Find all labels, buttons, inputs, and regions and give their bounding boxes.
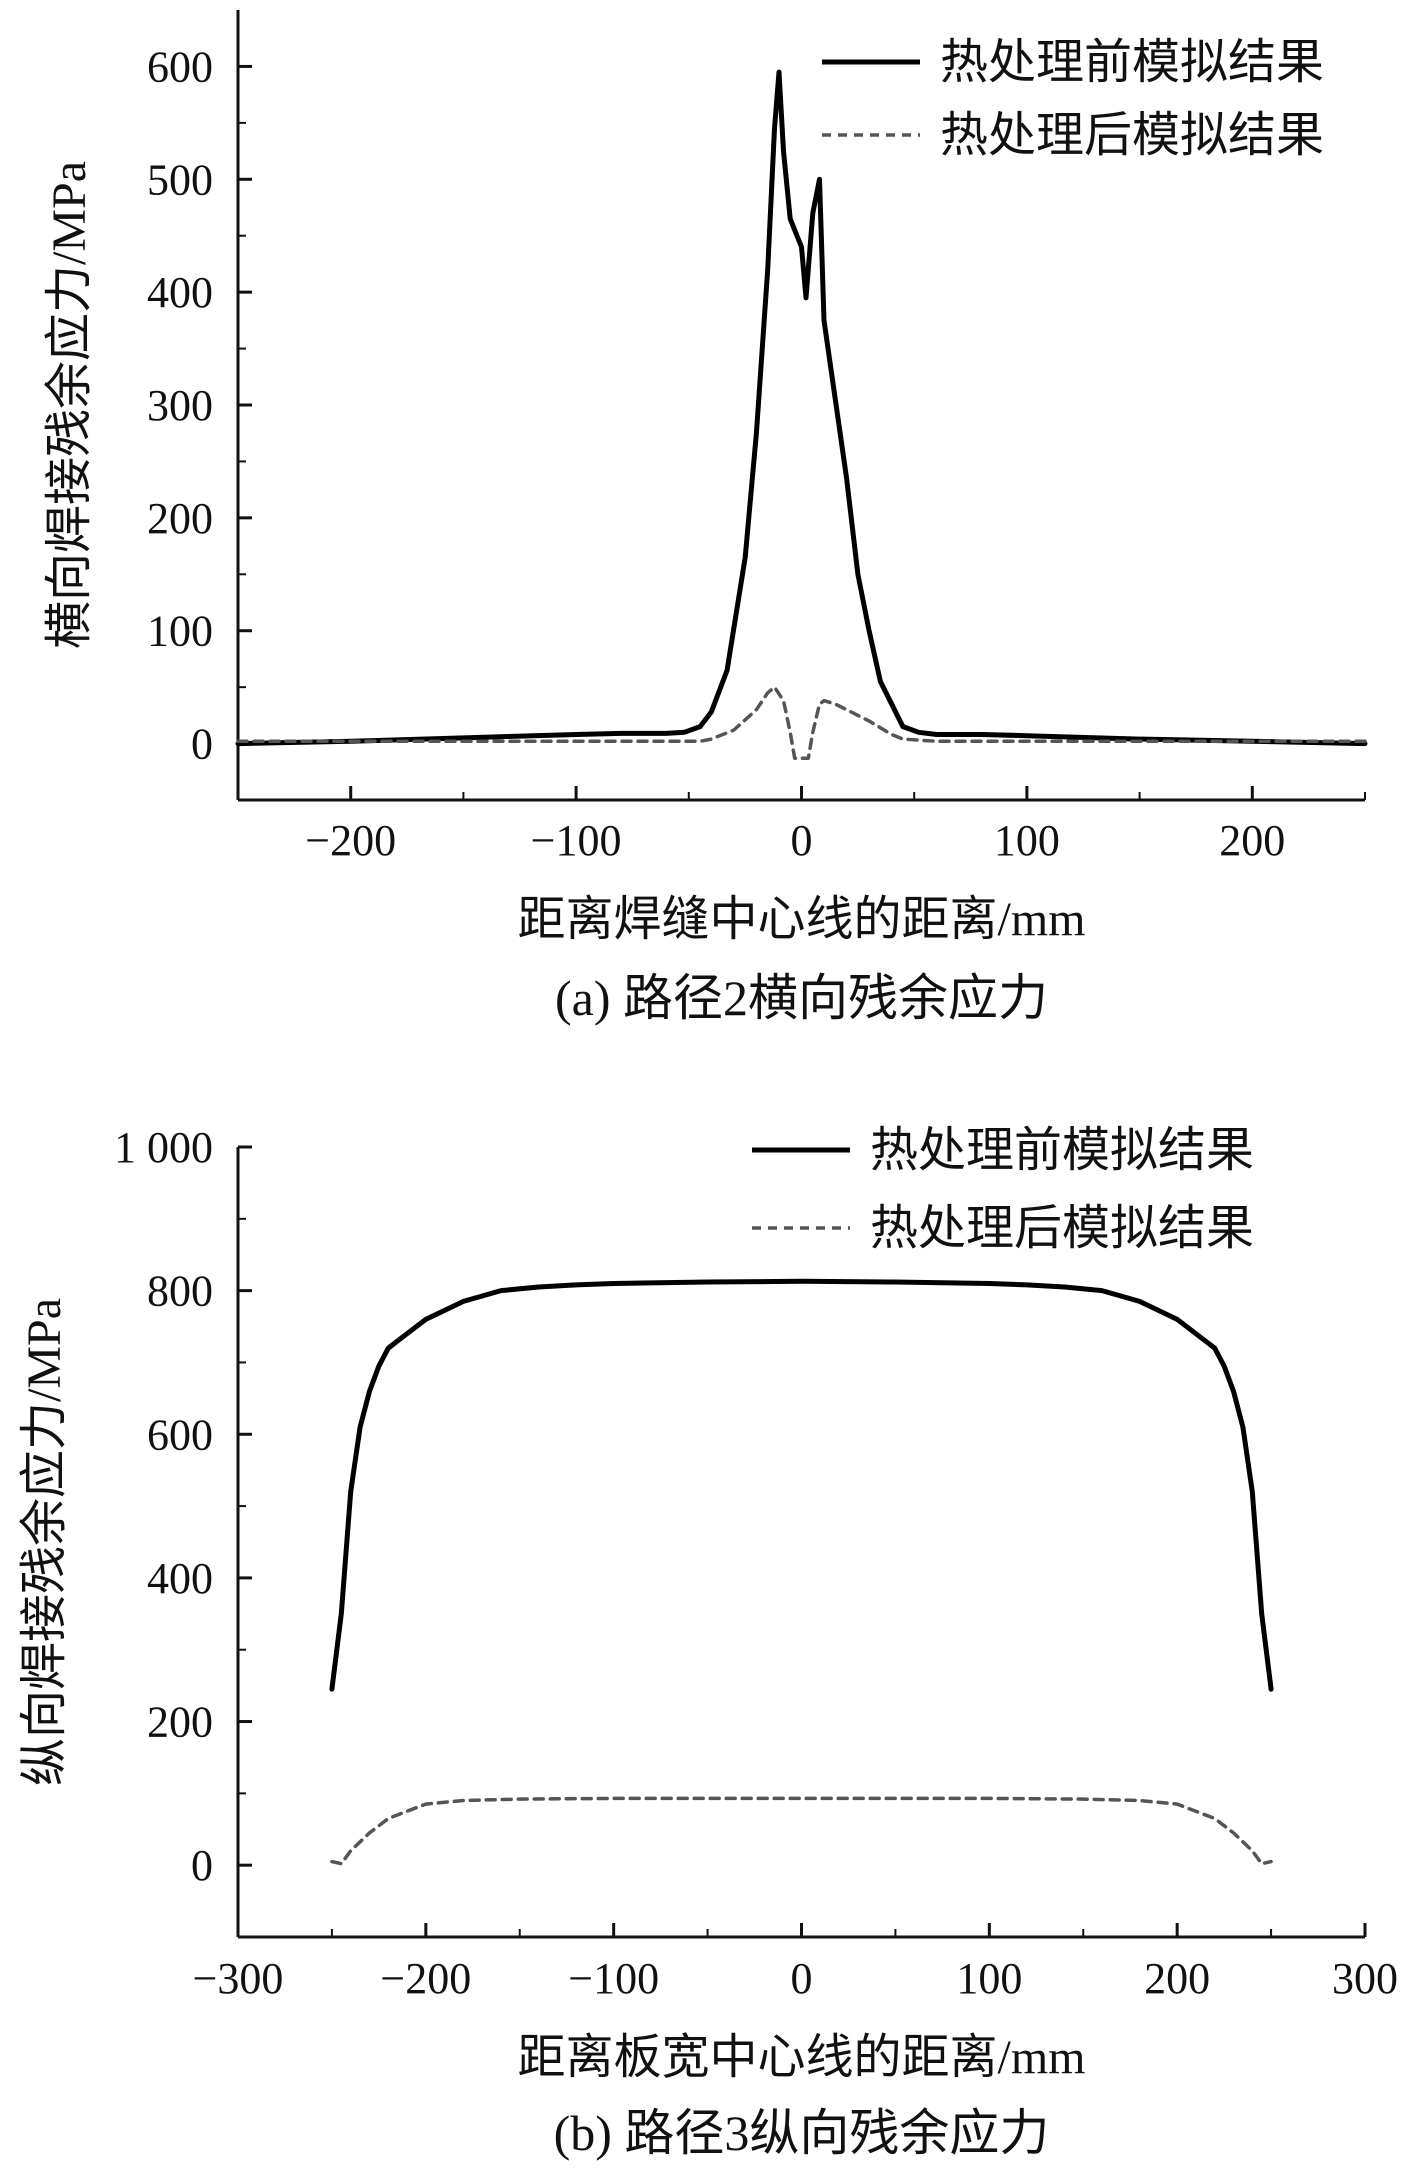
x-tick-label: 0 [791, 1954, 813, 2003]
x-tick-label: −100 [568, 1954, 659, 2003]
y-tick-label: 200 [147, 494, 213, 543]
y-tick-label: 200 [147, 1698, 213, 1747]
chart-caption: (a) 路径2横向残余应力 [555, 970, 1048, 1026]
y-tick-label: 800 [147, 1267, 213, 1316]
legend-label: 热处理后模拟结果 [940, 109, 1324, 162]
x-tick-label: 300 [1332, 1954, 1398, 2003]
series-line-after-heat-treatment [330, 1796, 1273, 1866]
y-tick-label: 100 [147, 607, 213, 656]
chart-caption: (b) 路径3纵向残余应力 [554, 2105, 1050, 2161]
x-tick-label: 200 [1144, 1954, 1210, 2003]
y-tick-label: 400 [147, 268, 213, 317]
legend-label: 热处理前模拟结果 [940, 36, 1324, 89]
y-tick-label: 1 000 [114, 1123, 213, 1172]
x-tick-label: 0 [791, 816, 813, 865]
x-tick-label: 100 [956, 1954, 1022, 2003]
y-tick-label: 600 [147, 42, 213, 91]
legend-label: 热处理前模拟结果 [870, 1124, 1254, 1177]
y-tick-label: 300 [147, 381, 213, 430]
y-axis-title: 横向焊接残余应力/MPa [43, 161, 96, 649]
x-tick-label: −200 [380, 1954, 471, 2003]
x-tick-label: −100 [531, 816, 622, 865]
x-tick-label: −300 [193, 1954, 284, 2003]
y-tick-label: 500 [147, 155, 213, 204]
series-line-after-heat-treatment [236, 685, 1367, 760]
y-tick-label: 400 [147, 1554, 213, 1603]
y-tick-label: 600 [147, 1410, 213, 1459]
x-axis-title: 距离焊缝中心线的距离/mm [517, 893, 1085, 946]
x-axis-title: 距离板宽中心线的距离/mm [517, 2031, 1085, 2084]
x-tick-label: 200 [1219, 816, 1285, 865]
y-tick-label: 0 [191, 720, 213, 769]
y-tick-label: 0 [191, 1841, 213, 1890]
x-tick-label: 100 [994, 816, 1060, 865]
y-axis-title: 纵向焊接残余应力/MPa [18, 1298, 71, 1786]
series-line-before-heat-treatment [329, 1278, 1274, 1692]
series-line-before-heat-treatment [235, 69, 1368, 747]
chart-a: 0 100 200 300 400 500 600 −200 −100 0 100 200 距离焊缝中心… [43, 10, 1368, 1026]
x-tick-label: −200 [305, 816, 396, 865]
legend-label: 热处理后模拟结果 [870, 1202, 1254, 1255]
